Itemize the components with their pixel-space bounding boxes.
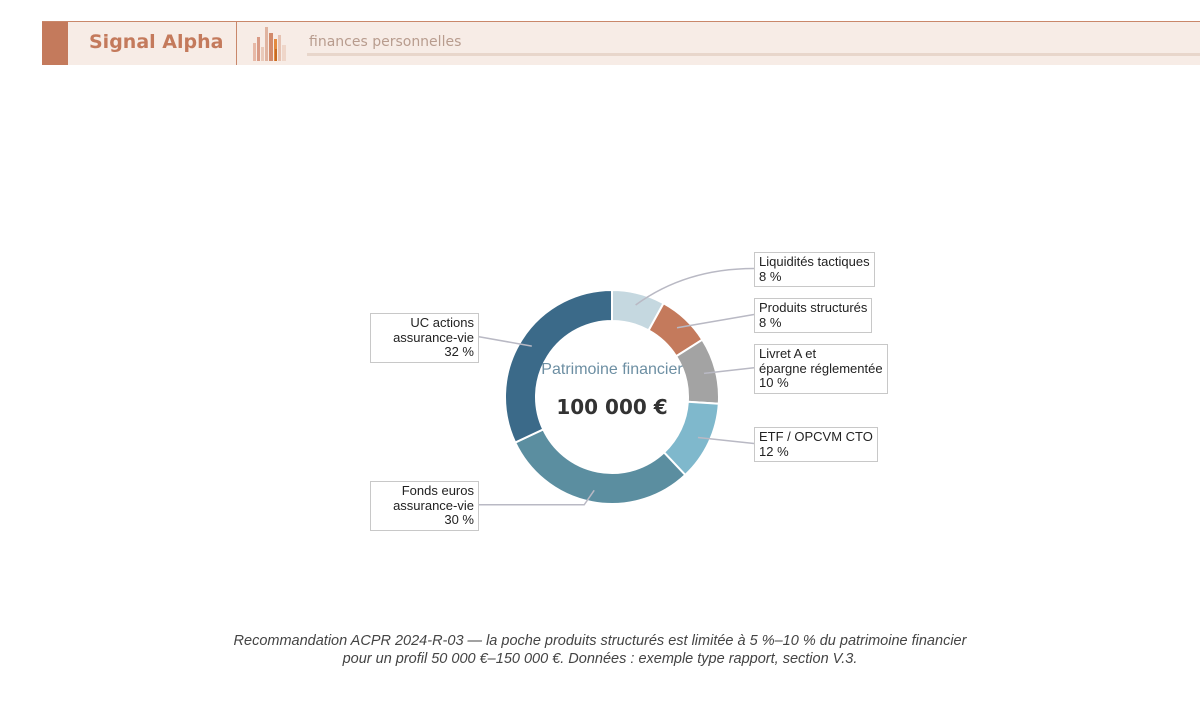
slice-label-4: Fonds euros assurance-vie 30 % xyxy=(370,481,479,531)
slice-percent: 8 % xyxy=(759,314,782,330)
slice-label-0: Liquidités tactiques 8 % xyxy=(754,252,875,287)
slice-4 xyxy=(513,428,687,505)
footer-line-2: pour un profil 50 000 €–150 000 €. Donné… xyxy=(342,651,858,667)
slice-percent: 32 % xyxy=(444,344,474,359)
header-subtitle: finances personnelles xyxy=(309,34,462,50)
leader-line-3 xyxy=(697,436,755,445)
slice-label-text: Liquidités tactiques xyxy=(759,254,870,269)
center-value: 100 000 € xyxy=(556,395,667,419)
leader-line-0 xyxy=(635,267,755,306)
leader-line-4 xyxy=(479,489,595,506)
slice-label-3: ETF / OPCVM CTO 12 % xyxy=(754,427,878,462)
slice-label-5: UC actions assurance-vie 32 % xyxy=(370,313,479,363)
slice-label-2: Livret A et épargne réglementée 10 % xyxy=(754,344,888,394)
slice-label-text: ETF / OPCVM CTO xyxy=(759,429,873,444)
center-title: Patrimoine financier xyxy=(541,361,683,378)
leader-line-2 xyxy=(703,367,755,375)
slice-label-text: UC actions xyxy=(410,315,474,330)
leader-line-5 xyxy=(478,336,532,347)
brand-title: Signal Alpha xyxy=(89,31,224,53)
slice-5 xyxy=(504,288,613,444)
slice-label-text: Fonds euros xyxy=(401,483,474,498)
slice-label-text: épargne réglementée xyxy=(759,360,883,376)
bar-chart-logo-icon xyxy=(253,27,286,61)
subtitle-underline xyxy=(307,53,1200,56)
slice-label-text: assurance-vie xyxy=(393,497,474,513)
leader-line-1 xyxy=(676,313,755,329)
slice-label-text: Livret A et xyxy=(759,346,817,361)
slice-label-1: Produits structurés 8 % xyxy=(754,298,873,333)
footer-note: Recommandation ACPR 2024-R-03 — la poche… xyxy=(0,632,1200,668)
header-divider xyxy=(236,22,237,65)
header-accent-block xyxy=(42,22,68,65)
slice-label-text: Produits structurés xyxy=(759,300,868,315)
header-bar: Signal Alpha finances personnelles xyxy=(42,21,1200,65)
slice-label-text: assurance-vie xyxy=(393,329,474,345)
slice-percent: 30 % xyxy=(444,512,474,527)
footer-line-1: Recommandation ACPR 2024-R-03 — la poche… xyxy=(233,633,967,649)
slice-percent: 10 % xyxy=(759,375,789,390)
slice-percent: 12 % xyxy=(759,443,789,459)
slice-percent: 8 % xyxy=(759,268,782,284)
